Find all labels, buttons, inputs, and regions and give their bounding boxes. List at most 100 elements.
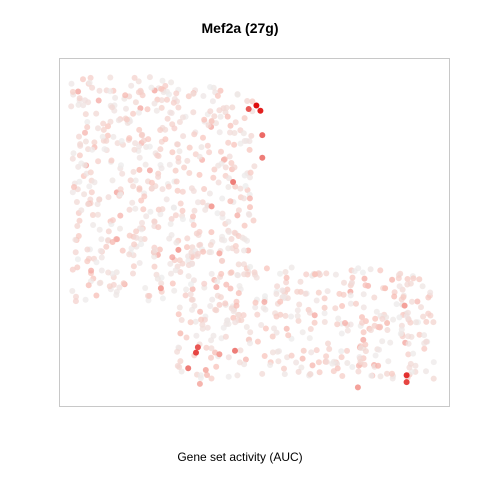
scatter-point (208, 249, 215, 256)
scatter-point (185, 273, 192, 280)
scatter-point (69, 155, 76, 162)
scatter-point (321, 319, 328, 325)
scatter-point (338, 330, 345, 337)
scatter-point (227, 198, 234, 205)
scatter-point (74, 256, 81, 263)
scatter-point (72, 298, 79, 305)
scatter-point (85, 201, 92, 208)
scatter-point (200, 248, 207, 255)
scatter-point (218, 148, 224, 155)
scatter-point (68, 80, 75, 87)
scatter-point (208, 375, 215, 382)
scatter-point (315, 359, 322, 366)
scatter-point (81, 162, 88, 169)
scatter-point (241, 271, 248, 278)
scatter-point (244, 98, 251, 104)
scatter-point (94, 211, 101, 218)
scatter-point (81, 191, 88, 198)
scatter-point (158, 85, 165, 92)
scatter-point (76, 133, 82, 140)
scatter-point (139, 219, 145, 226)
scatter-point (249, 98, 256, 105)
scatter-point (247, 340, 253, 347)
scatter-point (85, 282, 92, 289)
scatter-point (176, 364, 183, 370)
scatter-point (349, 274, 356, 281)
scatter-point (117, 212, 124, 219)
scatter-point-high (202, 367, 209, 373)
scatter-point (195, 199, 201, 206)
scatter-point (326, 346, 333, 352)
scatter-point (113, 292, 120, 298)
scatter-point (430, 319, 437, 326)
scatter-point (280, 293, 287, 300)
scatter-point (172, 212, 179, 219)
scatter-point (168, 216, 175, 222)
scatter-point (188, 281, 194, 288)
scatter-point (155, 173, 162, 180)
scatter-point (277, 270, 283, 277)
scatter-point (283, 279, 290, 286)
scatter-point-high (185, 365, 192, 372)
scatter-point (151, 218, 158, 225)
scatter-point (166, 161, 173, 168)
scatter-point (118, 162, 124, 169)
scatter-point (101, 146, 108, 153)
scatter-point (96, 196, 103, 203)
scatter-point (88, 267, 95, 274)
scatter-point (190, 213, 196, 220)
scatter-point (84, 124, 91, 131)
scatter-point (128, 82, 135, 89)
scatter-point (104, 132, 111, 139)
scatter-point (423, 338, 430, 345)
scatter-point (335, 315, 342, 322)
scatter-point (235, 261, 242, 268)
scatter-point (159, 77, 166, 84)
scatter-point (261, 353, 268, 359)
scatter-point (158, 165, 165, 172)
scatter-point (157, 211, 164, 218)
scatter-point (281, 365, 287, 372)
scatter-point (171, 125, 178, 132)
scatter-point (263, 265, 270, 272)
scatter-point (138, 226, 145, 233)
scatter-point (347, 300, 354, 307)
scatter-point (138, 197, 145, 204)
scatter-point (220, 324, 227, 331)
scatter-point (216, 129, 223, 136)
scatter-point (404, 309, 411, 316)
scatter-point (120, 280, 127, 287)
scatter-point (89, 84, 96, 91)
scatter-point (283, 325, 290, 332)
scatter-point (398, 326, 405, 333)
scatter-point (221, 156, 228, 163)
scatter-point (360, 336, 367, 343)
scatter-point (76, 95, 83, 102)
scatter-point (234, 372, 241, 379)
scatter-point (146, 143, 153, 150)
scatter-point (288, 313, 295, 320)
scatter-point (207, 108, 214, 115)
scatter-point (190, 109, 197, 116)
scatter-point (73, 293, 79, 300)
scatter-point (90, 222, 97, 228)
scatter-point-high (354, 384, 361, 391)
scatter-point (188, 296, 195, 303)
scatter-point (389, 276, 396, 283)
scatter-point (130, 168, 137, 175)
scatter-point (267, 362, 274, 368)
scatter-point (274, 348, 281, 355)
scatter-point (119, 247, 126, 254)
scatter-point (167, 260, 174, 267)
scatter-point (254, 338, 261, 345)
scatter-point (86, 79, 93, 86)
scatter-point (405, 333, 412, 340)
scatter-point (262, 293, 268, 300)
scatter-point-high (403, 372, 410, 379)
scatter-point (360, 291, 367, 298)
scatter-point (423, 368, 429, 375)
scatter-point (132, 177, 139, 184)
scatter-point (82, 296, 89, 303)
scatter-point (421, 332, 428, 339)
scatter-point (189, 261, 195, 268)
